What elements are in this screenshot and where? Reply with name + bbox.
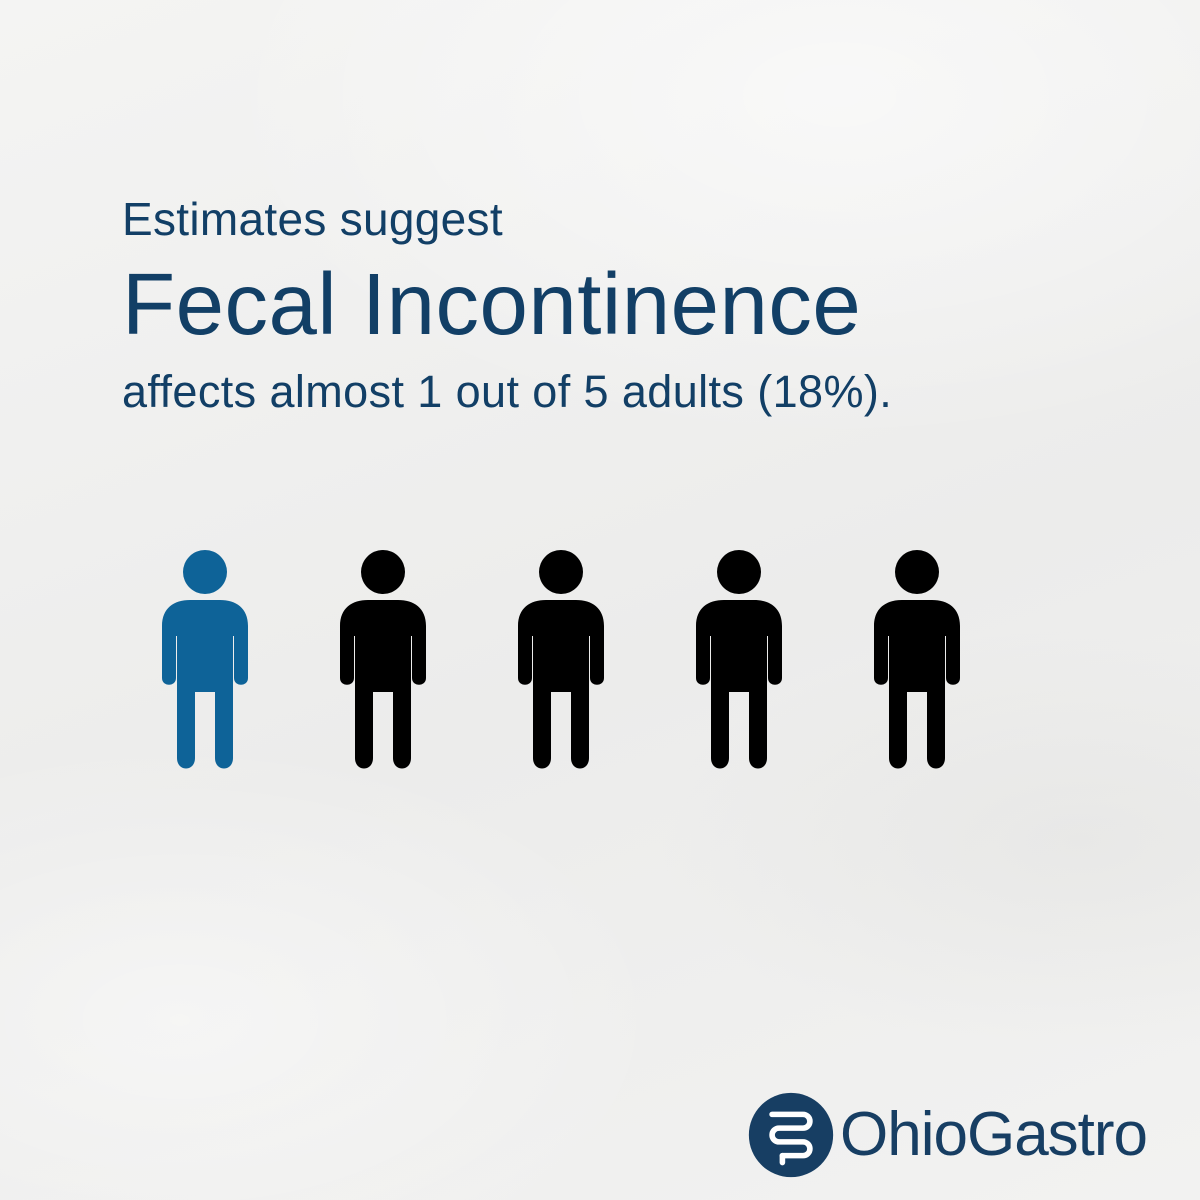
headline: Estimates suggest Fecal Incontinence aff… xyxy=(122,190,1122,420)
person-icon-highlighted xyxy=(160,550,250,772)
ohiogastro-logo: OhioGastro xyxy=(748,1090,1148,1180)
person-icon xyxy=(338,550,428,772)
intestine-icon xyxy=(748,1092,834,1178)
people-graphic xyxy=(160,550,980,780)
headline-intro: Estimates suggest xyxy=(122,193,503,245)
headline-statement: affects almost 1 out of 5 adults (18%). xyxy=(122,366,893,417)
person-icon xyxy=(516,550,606,772)
headline-title: Fecal Incontinence xyxy=(122,256,862,353)
person-icon xyxy=(872,550,962,772)
person-icon xyxy=(694,550,784,772)
logo-text: OhioGastro xyxy=(840,1100,1148,1169)
